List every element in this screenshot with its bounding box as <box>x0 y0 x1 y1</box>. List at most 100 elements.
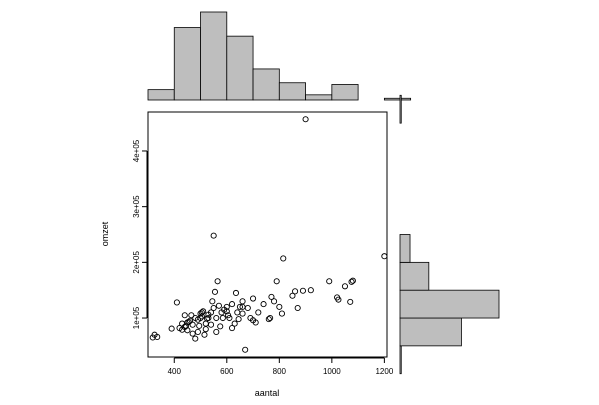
data-point <box>276 303 283 310</box>
data-point <box>280 255 287 262</box>
data-point <box>173 299 180 306</box>
x-tick-label: 1000 <box>323 367 341 376</box>
histogram-bar <box>173 27 201 101</box>
data-point <box>239 303 246 310</box>
y-tick-label: 4e+05 <box>132 139 141 162</box>
data-point <box>225 312 232 319</box>
histogram-bar <box>331 84 359 101</box>
data-point <box>292 288 299 295</box>
plot-frame <box>147 111 388 358</box>
data-point <box>348 278 355 285</box>
x-tick-label: 600 <box>220 367 234 376</box>
data-point <box>210 232 217 239</box>
data-point <box>200 308 207 315</box>
histogram-bar <box>399 234 411 263</box>
data-point <box>271 298 278 305</box>
histogram-bar <box>200 11 228 101</box>
data-point <box>181 312 188 319</box>
data-point <box>201 331 208 338</box>
y-tick-label: 1e+05 <box>132 306 141 329</box>
data-point <box>341 283 349 290</box>
data-point <box>242 346 249 353</box>
data-point <box>202 326 209 333</box>
data-point <box>231 320 238 327</box>
data-point <box>213 328 220 335</box>
data-point <box>192 335 199 342</box>
data-point <box>349 277 356 284</box>
data-point <box>217 323 224 330</box>
data-point <box>232 289 240 297</box>
data-point <box>223 308 230 315</box>
scatter-panel: 400 600 800 1000 1200 1e+05 2e+05 3e+05 4e+05 a… <box>100 111 394 398</box>
data-point <box>289 292 296 299</box>
data-point <box>207 309 215 316</box>
data-point <box>185 318 192 325</box>
data-point <box>213 314 220 322</box>
data-point <box>273 278 280 285</box>
data-point <box>194 328 201 335</box>
x-axis-label: aantal <box>255 388 280 398</box>
data-point <box>335 296 342 303</box>
data-point <box>326 278 333 285</box>
data-point <box>211 288 219 295</box>
data-point <box>197 314 204 322</box>
data-point <box>215 302 222 309</box>
histogram-bar <box>147 89 175 101</box>
data-point <box>214 278 221 285</box>
data-point <box>294 304 301 312</box>
data-point <box>168 325 175 332</box>
histogram-bar <box>399 317 462 347</box>
data-point <box>239 298 246 305</box>
data-point <box>239 310 246 317</box>
data-point <box>236 303 243 310</box>
data-point <box>228 301 236 308</box>
data-point <box>198 309 205 316</box>
data-point <box>299 287 307 294</box>
histogram-bar <box>399 345 402 375</box>
histogram-bar <box>226 35 254 101</box>
data-point <box>260 301 267 308</box>
data-point <box>189 330 196 337</box>
data-point <box>347 298 354 305</box>
data-point <box>189 321 196 328</box>
data-point <box>210 304 217 312</box>
x-axis: 400 600 800 1000 1200 <box>168 357 394 376</box>
data-point <box>255 309 262 316</box>
data-point <box>223 303 230 310</box>
data-point <box>154 333 161 341</box>
data-point <box>244 304 251 312</box>
data-point <box>202 320 209 327</box>
y-axis-label: omzet <box>100 221 110 246</box>
x-tick-label: 400 <box>168 367 182 376</box>
data-point <box>188 312 195 319</box>
data-point <box>234 309 241 316</box>
data-point <box>278 310 285 317</box>
data-point <box>205 314 212 322</box>
right-histogram <box>399 94 500 375</box>
top-histogram <box>147 11 412 101</box>
histogram-bar <box>399 289 500 319</box>
scatter-points <box>149 116 388 353</box>
data-point <box>381 253 388 260</box>
histogram-bar <box>252 68 280 101</box>
histogram-bar <box>278 82 306 101</box>
y-tick-label: 3e+05 <box>132 195 141 218</box>
y-axis: 1e+05 2e+05 3e+05 4e+05 <box>132 139 148 329</box>
data-point <box>307 287 314 294</box>
data-point <box>228 324 236 332</box>
data-point <box>250 317 257 324</box>
y-tick-label: 2e+05 <box>132 251 141 274</box>
data-point <box>149 334 156 341</box>
histogram-bar <box>383 97 412 101</box>
data-point <box>209 298 216 305</box>
data-point <box>268 293 275 300</box>
data-point <box>207 321 215 328</box>
data-point <box>250 295 257 302</box>
x-tick-label: 800 <box>273 367 287 376</box>
histogram-bar <box>399 94 402 124</box>
data-point <box>179 320 186 327</box>
histogram-bar <box>399 261 430 291</box>
data-point <box>219 314 226 322</box>
data-point <box>265 316 272 323</box>
